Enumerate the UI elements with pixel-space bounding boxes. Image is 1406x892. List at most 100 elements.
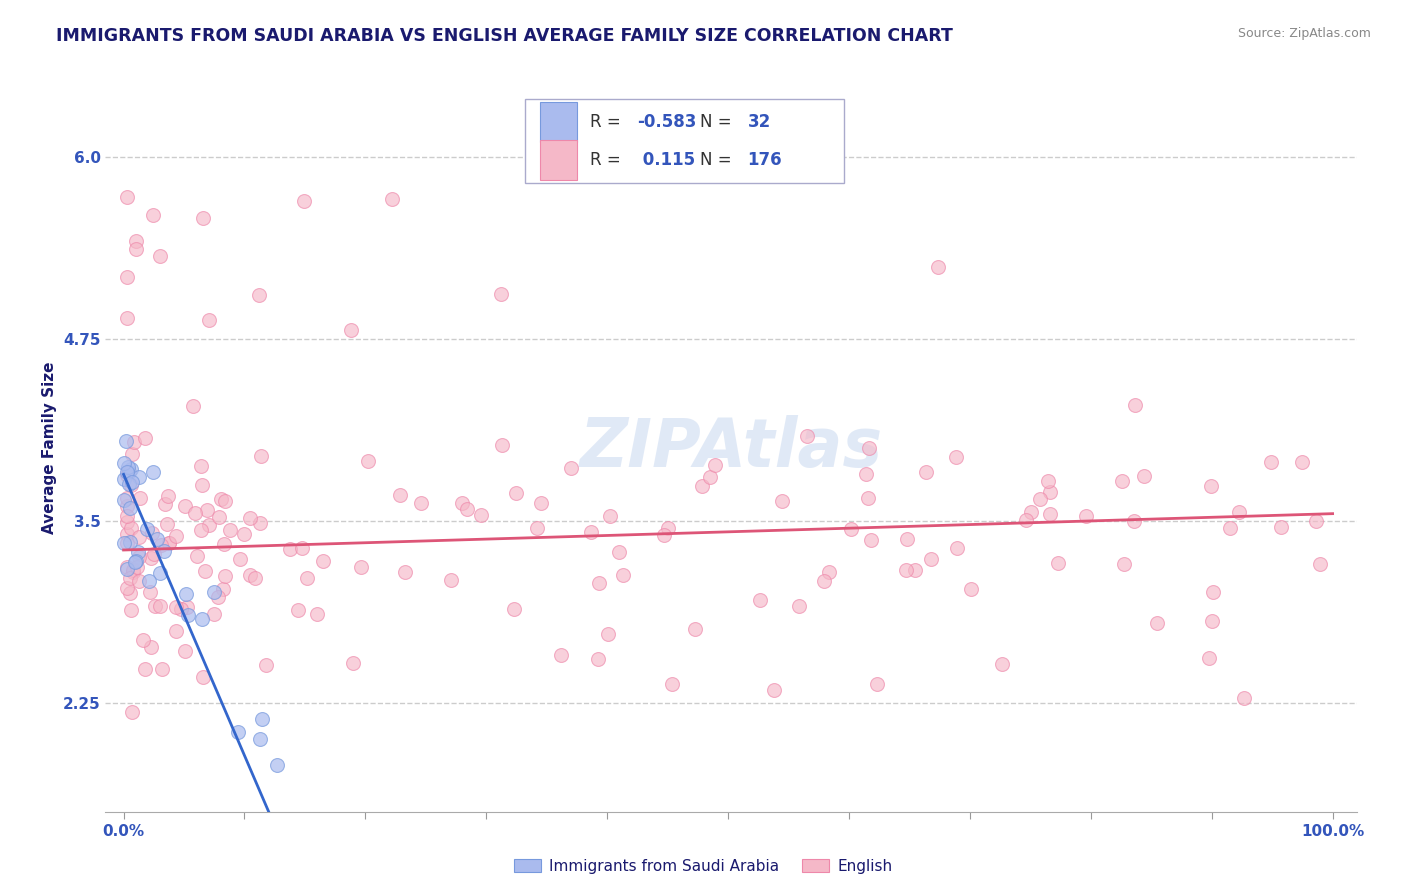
- Point: [115, 499, 138, 513]
- Point: [266, 758, 288, 772]
- Point: [856, 491, 879, 505]
- Point: [239, 511, 262, 525]
- Point: [661, 676, 683, 690]
- Point: [214, 494, 236, 508]
- Legend: Immigrants from Saudi Arabia, English: Immigrants from Saudi Arabia, English: [508, 853, 898, 880]
- Point: [153, 497, 176, 511]
- Point: [233, 527, 256, 541]
- Point: [1305, 515, 1327, 529]
- Point: [174, 587, 197, 601]
- Point: [128, 550, 150, 565]
- Point: [143, 599, 166, 613]
- Point: [127, 544, 149, 558]
- Text: Source: ZipAtlas.com: Source: ZipAtlas.com: [1237, 27, 1371, 40]
- Point: [142, 465, 165, 479]
- Point: [120, 462, 142, 476]
- Point: [194, 565, 217, 579]
- Point: [112, 472, 135, 486]
- Point: [112, 456, 135, 470]
- Point: [121, 475, 143, 490]
- Point: [305, 607, 328, 621]
- Point: [176, 600, 198, 615]
- Point: [311, 554, 333, 568]
- Point: [173, 499, 195, 513]
- Point: [904, 563, 927, 577]
- Point: [139, 584, 162, 599]
- Point: [550, 648, 572, 662]
- Point: [118, 477, 141, 491]
- Point: [190, 523, 212, 537]
- Point: [115, 434, 138, 448]
- Point: [128, 491, 150, 506]
- Point: [526, 521, 548, 535]
- Text: R =: R =: [589, 152, 620, 169]
- Point: [139, 550, 162, 565]
- Point: [349, 560, 371, 574]
- Point: [657, 521, 679, 535]
- Point: [991, 657, 1014, 672]
- Point: [115, 526, 138, 541]
- Point: [1270, 519, 1292, 533]
- Point: [470, 508, 492, 522]
- Point: [1047, 556, 1070, 570]
- Point: [1260, 455, 1282, 469]
- Point: [1201, 615, 1223, 629]
- Point: [1014, 512, 1036, 526]
- Point: [1123, 514, 1146, 528]
- Point: [612, 568, 634, 582]
- Point: [128, 574, 150, 589]
- Point: [135, 522, 157, 536]
- Point: [927, 260, 949, 274]
- Point: [295, 571, 318, 585]
- Point: [121, 447, 143, 461]
- Point: [588, 576, 610, 591]
- Text: ZIPAtlas: ZIPAtlas: [579, 416, 883, 481]
- Text: R =: R =: [589, 113, 620, 131]
- Point: [839, 522, 862, 536]
- Point: [170, 602, 193, 616]
- Text: N =: N =: [700, 113, 731, 131]
- Point: [208, 510, 231, 524]
- Point: [174, 643, 197, 657]
- Point: [394, 566, 416, 580]
- Point: [440, 573, 463, 587]
- Point: [120, 586, 142, 600]
- Point: [249, 516, 271, 531]
- Point: [491, 287, 513, 301]
- Point: [1036, 474, 1059, 488]
- Point: [121, 706, 143, 720]
- Point: [1227, 505, 1250, 519]
- Point: [125, 242, 148, 256]
- Point: [149, 599, 172, 614]
- Point: [115, 311, 138, 326]
- Point: [186, 549, 208, 563]
- Point: [115, 491, 138, 506]
- Point: [537, 151, 560, 165]
- Point: [198, 313, 221, 327]
- FancyBboxPatch shape: [524, 99, 844, 183]
- Point: [388, 488, 411, 502]
- Point: [1123, 398, 1146, 412]
- Point: [149, 566, 172, 580]
- Point: [1038, 507, 1060, 521]
- Point: [1233, 690, 1256, 705]
- Point: [157, 536, 180, 550]
- Point: [945, 541, 967, 556]
- Point: [115, 581, 138, 595]
- Point: [652, 527, 675, 541]
- Point: [193, 211, 215, 226]
- Point: [250, 449, 273, 463]
- Point: [247, 288, 270, 302]
- Point: [699, 470, 721, 484]
- Text: IMMIGRANTS FROM SAUDI ARABIA VS ENGLISH AVERAGE FAMILY SIZE CORRELATION CHART: IMMIGRANTS FROM SAUDI ARABIA VS ENGLISH …: [56, 27, 953, 45]
- Point: [150, 538, 173, 552]
- Point: [704, 458, 727, 472]
- Point: [214, 569, 236, 583]
- Point: [115, 535, 138, 549]
- Point: [128, 470, 150, 484]
- Point: [1019, 505, 1042, 519]
- Point: [112, 535, 135, 549]
- Point: [287, 603, 309, 617]
- Point: [915, 466, 938, 480]
- Point: [860, 533, 883, 547]
